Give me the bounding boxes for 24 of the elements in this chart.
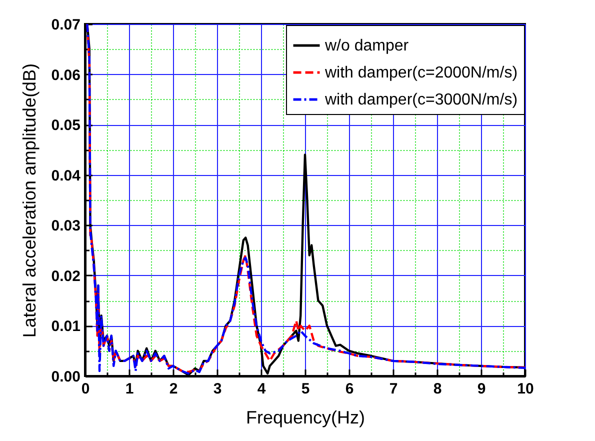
x-tick-label: 7 [389,380,398,398]
y-tick-label: 0.00 [51,368,80,386]
x-axis-title: Frequency(Hz) [246,408,366,428]
x-tick-label: 10 [517,380,534,398]
x-tick-label: 6 [345,380,354,398]
x-tick-label: 8 [433,380,442,398]
y-tick-label: 0.07 [51,16,80,34]
y-tick-label: 0.03 [51,218,80,235]
y-tick-label: 0.04 [51,167,82,184]
x-tick-label: 5 [301,380,310,398]
x-tick-label: 2 [169,380,178,398]
legend-label: with damper(c=3000N/m/s) [324,92,518,108]
y-tick-label: 0.05 [51,117,80,134]
legend-label: w/o damper [324,38,410,54]
x-tick-label: 9 [477,380,486,398]
x-tick-label: 3 [213,380,222,398]
y-axis-title: Lateral acceleration amplitude(dB) [19,63,40,338]
legend-label: with damper(c=2000N/m/s) [324,64,518,82]
x-tick-label: 0 [81,380,90,398]
y-tick-label: 0.02 [51,268,80,285]
x-tick-label: 1 [125,380,134,398]
x-tick-label: 4 [257,380,266,398]
y-tick-label: 0.01 [51,318,80,336]
y-tick-label: 0.06 [51,66,80,84]
